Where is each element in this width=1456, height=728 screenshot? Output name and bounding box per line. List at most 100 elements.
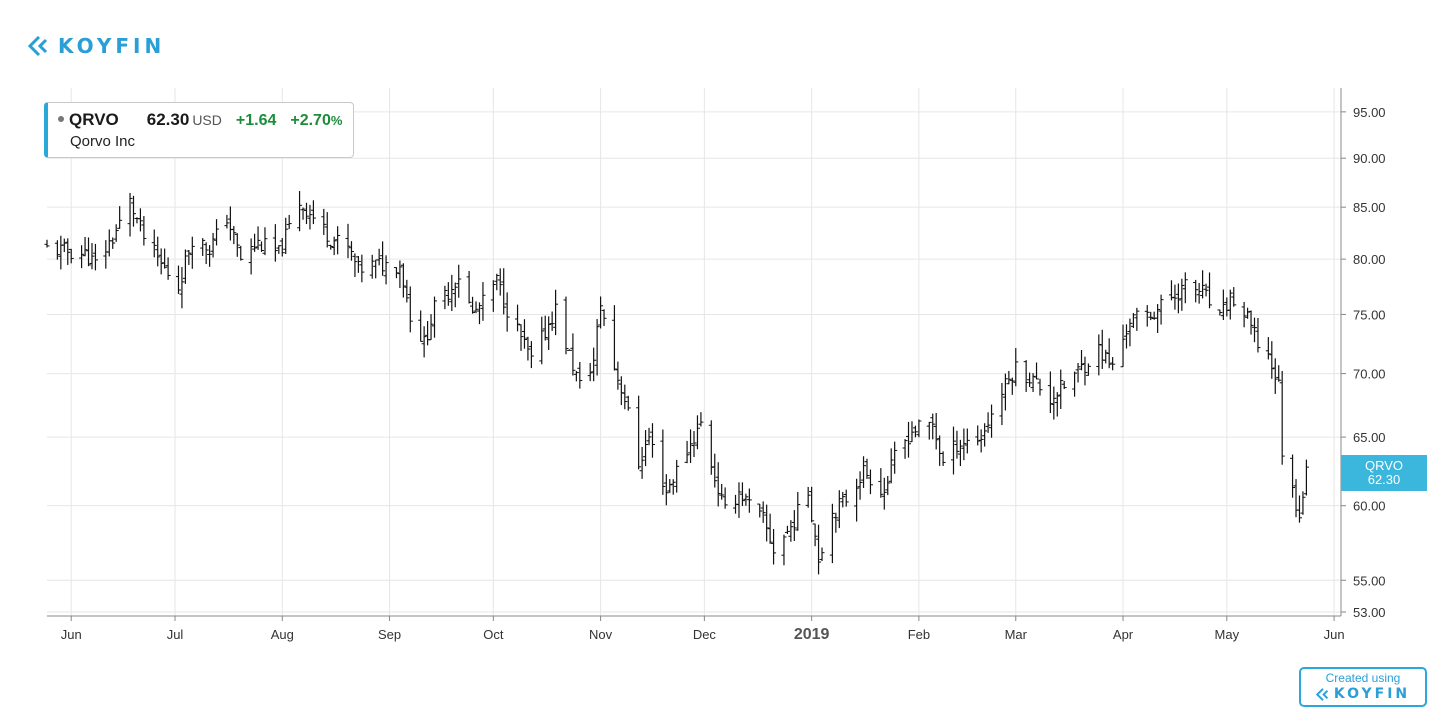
y-tick-label: 95.00	[1353, 105, 1386, 120]
ohlc-bar	[130, 195, 136, 227]
ohlc-bar	[961, 428, 967, 461]
ohlc-bar	[255, 226, 261, 250]
ohlc-bar	[950, 426, 956, 475]
ohlc-bar	[1006, 370, 1012, 385]
ohlc-bar	[466, 271, 472, 304]
ohlc-bar	[843, 489, 849, 507]
ohlc-bar	[158, 248, 164, 275]
ohlc-bar	[615, 361, 621, 390]
ohlc-bar	[335, 226, 341, 255]
ohlc-bar	[515, 304, 521, 332]
ohlc-bar	[210, 232, 216, 258]
y-tick-label: 90.00	[1353, 151, 1386, 166]
ohlc-bar	[528, 341, 534, 369]
ohlc-bar	[933, 413, 939, 450]
ohlc-bar	[303, 202, 309, 225]
ohlc-bar	[44, 239, 50, 248]
ohlc-bar	[445, 282, 451, 306]
series-dot-icon	[58, 116, 64, 122]
ohlc-bar	[1290, 454, 1296, 498]
ohlc-bar	[1106, 338, 1112, 369]
ohlc-bar	[1099, 329, 1105, 369]
ohlc-bar	[767, 513, 773, 544]
koyfin-chevron-icon	[28, 36, 48, 56]
ohlc-bar	[1255, 317, 1261, 353]
ohlc-bar	[137, 208, 143, 232]
ohlc-bar	[601, 309, 607, 326]
security-legend[interactable]: QRVO 62.30 USD +1.64 +2.70% Qorvo Inc	[44, 102, 354, 158]
ohlc-bar	[404, 279, 410, 303]
ohlc-bar	[1279, 370, 1285, 465]
ohlc-bar	[518, 324, 524, 351]
ohlc-bar	[525, 336, 531, 361]
x-tick-label: Mar	[1005, 627, 1028, 642]
ohlc-bar	[691, 431, 697, 458]
ohlc-bar	[352, 253, 358, 278]
ohlc-bar	[1030, 373, 1036, 392]
ohlc-bar	[1252, 317, 1258, 343]
x-tick-label: Dec	[693, 627, 717, 642]
ohlc-bar	[809, 486, 815, 523]
ohlc-bar	[819, 547, 825, 562]
ohlc-bar	[1123, 324, 1129, 349]
ohlc-bar	[348, 241, 354, 261]
ohlc-bar	[310, 200, 316, 225]
ohlc-bar	[165, 257, 171, 280]
ohlc-bar	[1096, 334, 1102, 376]
ohlc-bar	[162, 248, 168, 269]
ohlc-bar	[345, 223, 351, 259]
ohlc-bar	[497, 268, 503, 296]
ohlc-bar	[816, 524, 822, 575]
ohlc-bar	[400, 263, 406, 298]
ohlc-bar	[1241, 301, 1247, 328]
ohlc-bar	[573, 370, 579, 382]
created-using-badge[interactable]: Created using KOYFIN	[1299, 667, 1427, 707]
ohlc-bar	[418, 310, 424, 342]
ohlc-bar	[954, 430, 960, 459]
ohlc-bar	[54, 240, 60, 260]
ohlc-bar	[978, 429, 984, 453]
ohlc-bar	[286, 214, 292, 229]
ohlc-bar	[227, 206, 233, 241]
ohlc-bar	[328, 244, 334, 250]
ohlc-bar	[259, 241, 265, 252]
ohlc-bar	[1013, 348, 1019, 387]
ohlc-bar	[663, 474, 669, 506]
ohlc-bar	[1193, 279, 1199, 303]
y-tick-label: 75.00	[1353, 307, 1386, 322]
ohlc-bar	[867, 469, 873, 495]
ohlc-bar	[833, 512, 839, 533]
ohlc-bar	[279, 238, 285, 257]
ohlc-bar	[231, 226, 237, 245]
ohlc-bar	[442, 285, 448, 310]
ohlc-bar	[999, 382, 1005, 426]
ohlc-bar	[470, 296, 476, 314]
ohlc-bar	[563, 296, 569, 355]
koyfin-logo[interactable]: KOYFIN	[28, 34, 165, 58]
ohlc-bar	[393, 267, 399, 279]
ohlc-bar	[667, 479, 673, 494]
y-tick-label: 60.00	[1353, 499, 1386, 514]
ohlc-bar	[504, 292, 510, 332]
ohlc-bar	[888, 448, 894, 484]
ohlc-bar	[155, 236, 161, 267]
ohlc-bar	[452, 282, 458, 308]
ohlc-bar	[840, 491, 846, 508]
x-tick-label: Feb	[908, 627, 930, 642]
ohlc-bar	[1085, 363, 1091, 376]
ohlc-bar	[1134, 307, 1140, 331]
ohlc-bar	[1072, 371, 1078, 397]
ohlc-bar	[480, 282, 486, 321]
ohlc-bar	[542, 315, 548, 341]
ohlc-bar	[912, 425, 918, 438]
ohlc-bar	[490, 280, 496, 312]
ohlc-bar	[355, 256, 361, 273]
ohlc-bar	[1220, 289, 1226, 320]
ohlc-bar	[79, 245, 85, 269]
ohlc-bar	[321, 208, 327, 235]
ohlc-bar	[684, 440, 690, 464]
ohlc-bar	[324, 212, 330, 248]
ohlc-bar	[698, 412, 704, 427]
ohlc-bar	[791, 510, 797, 541]
ohlc-bar	[238, 245, 244, 261]
